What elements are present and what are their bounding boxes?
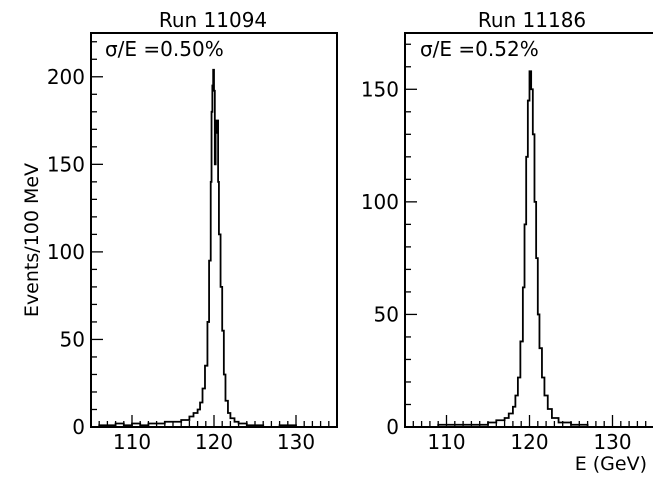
y-axis-label: Events/100 MeV (21, 163, 43, 317)
y-tick-label: 150 (361, 77, 399, 101)
y-tick-label: 50 (374, 302, 399, 326)
y-tick-label: 100 (361, 190, 399, 214)
y-tick-label: 150 (47, 152, 85, 176)
x-tick-label: 130 (277, 430, 315, 454)
x-tick-label: 130 (593, 430, 631, 454)
panel-run-11186: Run 11186 σ/E =0.52% E (GeV) 110 120 130 0 5… (361, 8, 653, 475)
panel-title: Run 11186 (478, 8, 586, 32)
resolution-annotation: σ/E =0.52% (420, 37, 539, 61)
resolution-annotation: σ/E =0.50% (105, 37, 224, 61)
x-tick-label: 110 (113, 430, 151, 454)
panel-title: Run 11094 (159, 8, 267, 32)
tick-labels: 110 120 130 0 50 100 150 (361, 77, 632, 454)
histogram-line (405, 70, 653, 428)
y-tick-label: 200 (47, 65, 85, 89)
tick-marks (404, 43, 647, 428)
tick-labels: 110 120 130 0 50 100 150 200 (47, 65, 315, 454)
panel-run-11094: Run 11094 σ/E =0.50% Events/100 MeV 110 1… (21, 8, 338, 454)
x-axis-label: E (GeV) (575, 453, 647, 475)
x-tick-label: 120 (510, 430, 548, 454)
y-tick-label: 0 (386, 415, 399, 439)
y-tick-label: 50 (60, 327, 85, 351)
x-tick-label: 110 (427, 430, 465, 454)
y-tick-label: 100 (47, 240, 85, 264)
histogram-line (91, 68, 337, 428)
y-tick-label: 0 (72, 415, 85, 439)
x-tick-label: 120 (195, 430, 233, 454)
